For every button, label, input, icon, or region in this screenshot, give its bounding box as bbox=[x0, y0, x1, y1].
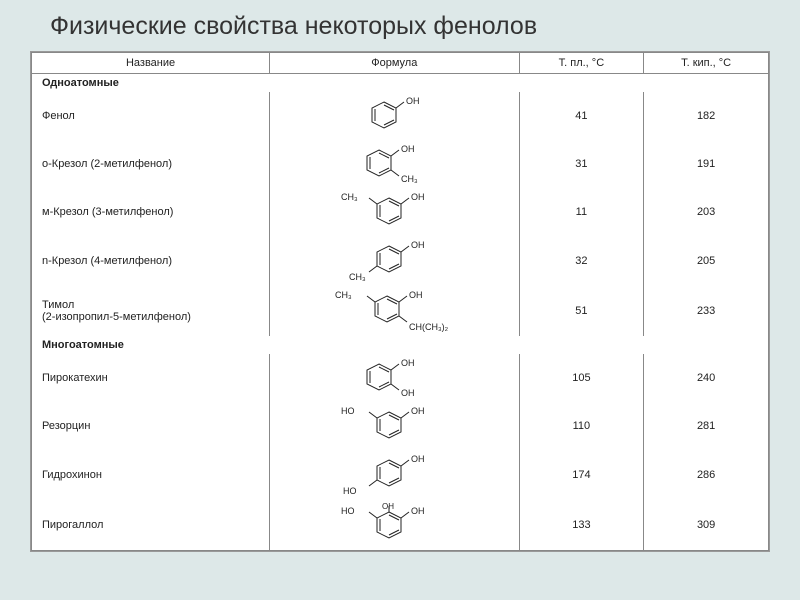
cell-name: Пирогаллол bbox=[32, 500, 270, 551]
cell-formula: OH OH bbox=[270, 354, 519, 402]
cell-bp: 182 bbox=[644, 92, 769, 140]
ch3-label: CH₃ bbox=[349, 272, 366, 282]
header-row: Название Формула Т. пл., °C Т. кип., °C bbox=[32, 53, 769, 74]
cell-bp: 203 bbox=[644, 188, 769, 236]
row-thymol: Тимол (2-изопропил-5-метилфенол) bbox=[32, 286, 769, 336]
ch3-label: CH₃ bbox=[341, 192, 358, 202]
cell-formula: OH bbox=[270, 92, 519, 140]
cell-mp: 41 bbox=[519, 92, 644, 140]
oh-label: OH bbox=[411, 406, 425, 416]
pyrocat-icon: OH OH bbox=[349, 356, 439, 400]
cell-mp: 11 bbox=[519, 188, 644, 236]
oh-label: OH bbox=[406, 96, 420, 106]
ch3-label: CH₃ bbox=[335, 290, 352, 300]
row-hydroquin: Гидрохинон OH HO bbox=[32, 450, 769, 500]
cell-bp: 286 bbox=[644, 450, 769, 500]
cell-name: м-Крезол (3-метилфенол) bbox=[32, 188, 270, 236]
cell-bp: 240 bbox=[644, 354, 769, 402]
oh-label: OH bbox=[411, 454, 425, 464]
row-ocresol: о-Крезол (2-метилфенол) OH bbox=[32, 140, 769, 188]
phenols-table: Название Формула Т. пл., °C Т. кип., °C … bbox=[31, 52, 769, 551]
ch3-label: CH₃ bbox=[401, 174, 418, 184]
cell-formula: OH HO bbox=[270, 450, 519, 500]
header-formula: Формула bbox=[270, 53, 519, 74]
cell-formula: OH CH(CH₃)₂ CH₃ bbox=[270, 286, 519, 336]
cell-name: Резорцин bbox=[32, 402, 270, 450]
oh-label: OH bbox=[401, 358, 415, 368]
oh-label: OH bbox=[411, 506, 425, 516]
chch32-label: CH(CH₃)₂ bbox=[409, 322, 449, 332]
section-poly-label: Многоатомные bbox=[32, 336, 769, 354]
cell-mp: 110 bbox=[519, 402, 644, 450]
header-bp: Т. кип., °C bbox=[644, 53, 769, 74]
cell-formula: OH CH₃ bbox=[270, 188, 519, 236]
oh-label-top: OH bbox=[382, 502, 394, 511]
cell-formula: OH CH₃ bbox=[270, 236, 519, 286]
cell-name: о-Крезол (2-метилфенол) bbox=[32, 140, 270, 188]
cell-name: Гидрохинон bbox=[32, 450, 270, 500]
cell-mp: 174 bbox=[519, 450, 644, 500]
cell-name: Тимол (2-изопропил-5-метилфенол) bbox=[32, 286, 270, 336]
cell-formula: OH HO OH bbox=[270, 500, 519, 551]
cell-mp: 133 bbox=[519, 500, 644, 551]
hydroquin-icon: OH HO bbox=[339, 452, 449, 498]
row-resorcinol: Резорцин OH HO bbox=[32, 402, 769, 450]
cell-mp: 105 bbox=[519, 354, 644, 402]
oh-label: OH bbox=[409, 290, 423, 300]
slide: Физические свойства некоторых фенолов На… bbox=[0, 0, 800, 600]
oh-label: OH bbox=[401, 144, 415, 154]
cell-name: n-Крезол (4-метилфенол) bbox=[32, 236, 270, 286]
row-phenol: Фенол OH 41 bbox=[32, 92, 769, 140]
header-name: Название bbox=[32, 53, 270, 74]
pcresol-icon: OH CH₃ bbox=[349, 238, 439, 284]
cell-formula: OH HO bbox=[270, 402, 519, 450]
cell-bp: 309 bbox=[644, 500, 769, 551]
cell-mp: 51 bbox=[519, 286, 644, 336]
oh-label: OH bbox=[411, 240, 425, 250]
ho-label: HO bbox=[343, 486, 357, 496]
oh-label-2: OH bbox=[401, 388, 415, 398]
header-mp: Т. пл., °C bbox=[519, 53, 644, 74]
cell-bp: 233 bbox=[644, 286, 769, 336]
cell-mp: 31 bbox=[519, 140, 644, 188]
row-pcresol: n-Крезол (4-метилфенол) OH bbox=[32, 236, 769, 286]
table-container: Название Формула Т. пл., °C Т. кип., °C … bbox=[30, 51, 770, 552]
cell-formula: OH CH₃ bbox=[270, 140, 519, 188]
row-pyrocat: Пирокатехин OH O bbox=[32, 354, 769, 402]
phenol-icon: OH bbox=[354, 94, 434, 138]
resorcinol-icon: OH HO bbox=[339, 404, 449, 448]
pyrogallol-icon: OH HO OH bbox=[339, 502, 449, 548]
cell-name: Пирокатехин bbox=[32, 354, 270, 402]
cell-bp: 191 bbox=[644, 140, 769, 188]
row-pyrogallol: Пирогаллол OH bbox=[32, 500, 769, 551]
ho-label: HO bbox=[341, 506, 355, 516]
row-mcresol: м-Крезол (3-метилфенол) OH bbox=[32, 188, 769, 236]
mcresol-icon: OH CH₃ bbox=[339, 190, 449, 234]
section-mono: Одноатомные bbox=[32, 74, 769, 92]
ho-label: HO bbox=[341, 406, 355, 416]
cell-bp: 205 bbox=[644, 236, 769, 286]
cell-name: Фенол bbox=[32, 92, 270, 140]
cell-bp: 281 bbox=[644, 402, 769, 450]
section-mono-label: Одноатомные bbox=[32, 74, 769, 92]
section-poly: Многоатомные bbox=[32, 336, 769, 354]
oh-label: OH bbox=[411, 192, 425, 202]
cell-mp: 32 bbox=[519, 236, 644, 286]
page-title: Физические свойства некоторых фенолов bbox=[50, 12, 770, 41]
ocresol-icon: OH CH₃ bbox=[349, 142, 439, 186]
thymol-icon: OH CH(CH₃)₂ CH₃ bbox=[329, 288, 459, 334]
